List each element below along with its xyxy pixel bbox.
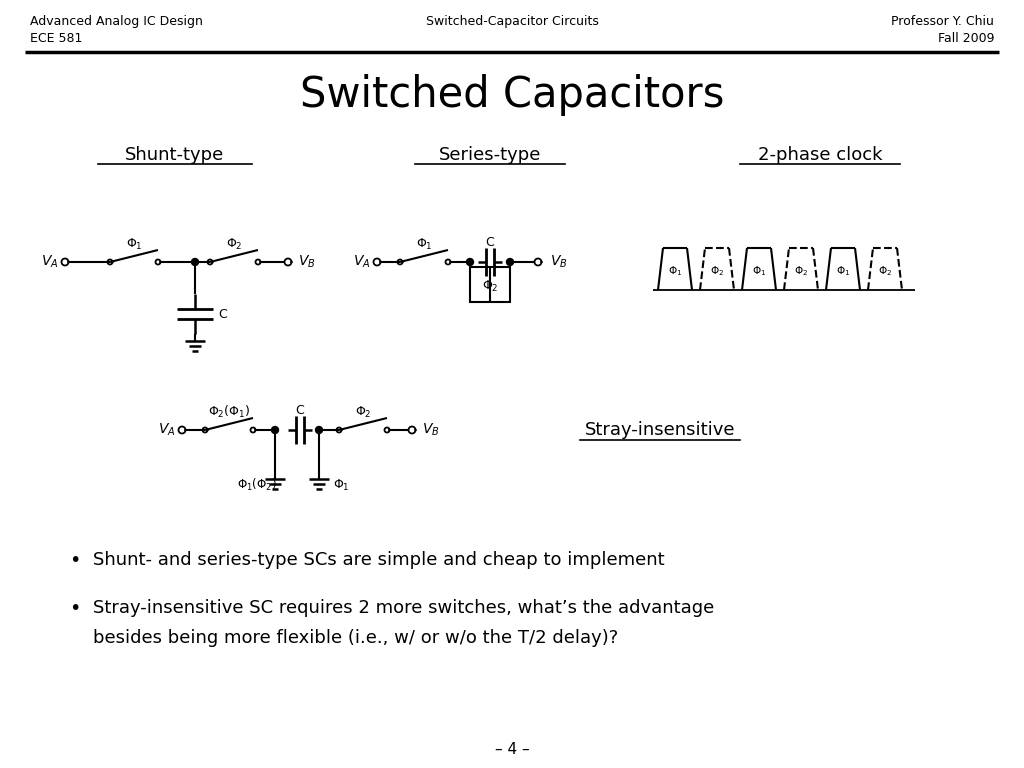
Text: $\Phi_1(\Phi_2)$: $\Phi_1(\Phi_2)$: [237, 477, 278, 493]
Text: $V_B$: $V_B$: [550, 253, 567, 270]
Text: $\Phi_1$: $\Phi_1$: [416, 237, 432, 252]
Text: $\Phi_2$: $\Phi_2$: [354, 405, 372, 419]
Text: $\Phi_2(\Phi_1)$: $\Phi_2(\Phi_1)$: [208, 404, 250, 420]
Text: C: C: [485, 236, 495, 249]
Circle shape: [315, 426, 323, 433]
Text: $\Phi_2$: $\Phi_2$: [878, 264, 892, 278]
Text: Switched-Capacitor Circuits: Switched-Capacitor Circuits: [426, 15, 598, 28]
Circle shape: [191, 259, 199, 266]
Text: Stray-insensitive SC requires 2 more switches, what’s the advantage: Stray-insensitive SC requires 2 more swi…: [93, 599, 715, 617]
Text: Advanced Analog IC Design: Advanced Analog IC Design: [30, 15, 203, 28]
Text: $\Phi_2$: $\Phi_2$: [794, 264, 808, 278]
Text: $\Phi_1$: $\Phi_1$: [668, 264, 682, 278]
Text: $V_A$: $V_A$: [158, 422, 175, 439]
Text: Switched Capacitors: Switched Capacitors: [300, 74, 724, 116]
Text: – 4 –: – 4 –: [495, 743, 529, 757]
Text: C: C: [296, 403, 304, 416]
Text: 2-phase clock: 2-phase clock: [758, 146, 883, 164]
Text: Series-type: Series-type: [439, 146, 542, 164]
Circle shape: [507, 259, 513, 266]
Text: $\Phi_1$: $\Phi_1$: [126, 237, 142, 252]
Circle shape: [467, 259, 473, 266]
Text: C: C: [218, 307, 226, 320]
Text: $\Phi_1$: $\Phi_1$: [333, 478, 349, 492]
Text: Shunt- and series-type SCs are simple and cheap to implement: Shunt- and series-type SCs are simple an…: [93, 551, 665, 569]
Text: besides being more flexible (i.e., w/ or w/o the T/2 delay)?: besides being more flexible (i.e., w/ or…: [93, 629, 618, 647]
Text: Shunt-type: Shunt-type: [125, 146, 224, 164]
Text: Fall 2009: Fall 2009: [938, 32, 994, 45]
Text: Professor Y. Chiu: Professor Y. Chiu: [891, 15, 994, 28]
Text: •: •: [70, 598, 81, 617]
Text: $\Phi_2$: $\Phi_2$: [710, 264, 724, 278]
Text: $V_A$: $V_A$: [352, 253, 370, 270]
Text: $V_B$: $V_B$: [298, 253, 315, 270]
Text: $V_A$: $V_A$: [41, 253, 58, 270]
Text: $\Phi_2$: $\Phi_2$: [225, 237, 243, 252]
Text: $\Phi_1$: $\Phi_1$: [836, 264, 850, 278]
Text: $\Phi_2$: $\Phi_2$: [481, 279, 499, 293]
FancyBboxPatch shape: [470, 267, 510, 302]
Text: $V_B$: $V_B$: [422, 422, 439, 439]
Text: ECE 581: ECE 581: [30, 32, 82, 45]
Text: •: •: [70, 551, 81, 570]
Circle shape: [271, 426, 279, 433]
Text: Stray-insensitive: Stray-insensitive: [585, 421, 735, 439]
Text: $\Phi_1$: $\Phi_1$: [752, 264, 766, 278]
